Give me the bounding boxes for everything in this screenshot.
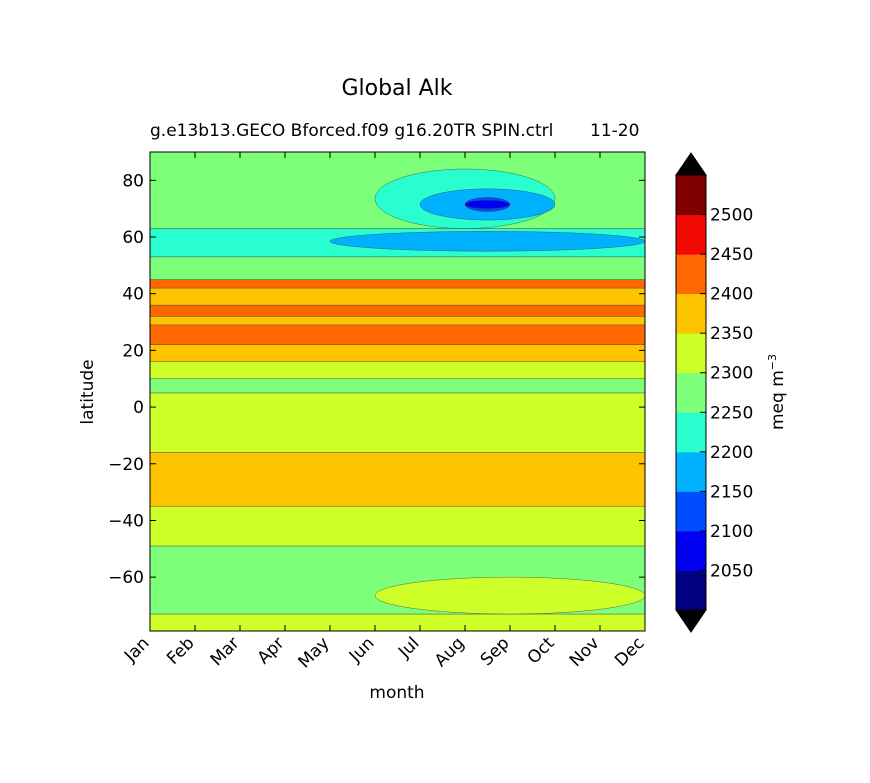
colorbar-segment — [676, 333, 706, 374]
colorbar-tick-label: 2450 — [710, 245, 753, 265]
contour-band — [150, 361, 645, 379]
contour-band — [150, 344, 645, 362]
colorbar-tick-label: 2250 — [710, 403, 753, 423]
colorbar-tick-label: 2400 — [710, 285, 753, 305]
y-tick-label: 0 — [133, 398, 144, 418]
colorbar-segment — [676, 412, 706, 453]
colorbar-segment — [676, 530, 706, 571]
contour-band — [150, 506, 645, 547]
colorbar-segment — [676, 372, 706, 413]
contour-band — [150, 378, 645, 394]
colorbar: 2050 2100 2150 2200 2250 2300 2350 2400 2450 2500 — [675, 152, 753, 633]
colorbar-tick-label: 2500 — [710, 206, 753, 226]
colorbar-segment — [676, 293, 706, 334]
colorbar-segment — [676, 451, 706, 492]
contour-bands — [150, 152, 645, 631]
colorbar-segment — [676, 570, 706, 611]
contour-feature — [329, 231, 645, 252]
colorbar-tick-label: 2200 — [710, 443, 753, 463]
plot-frame — [149, 151, 646, 632]
y-axis-label: latitude — [78, 359, 98, 425]
y-axis: 80 60 40 20 0 −20 −40 −60 — [108, 171, 645, 588]
y-tick-label: −60 — [108, 568, 144, 588]
y-tick-label: 60 — [122, 228, 144, 248]
colorbar-tick-label: 2350 — [710, 324, 753, 344]
contour-band — [150, 279, 645, 289]
contour-feature — [464, 199, 511, 209]
contour-plot-area — [150, 152, 645, 631]
contour-band — [150, 324, 645, 345]
chart-subtitle-right: 11-20 — [590, 121, 640, 141]
chart-subtitle-left: g.e13b13.GECO Bforced.f09 g16.20TR SPIN.… — [150, 121, 554, 141]
y-tick-label: 20 — [122, 341, 144, 361]
x-axis-label: month — [369, 683, 425, 703]
contour-band — [150, 287, 645, 306]
colorbar-segment — [676, 214, 706, 255]
colorbar-unit: meq m — [767, 370, 788, 430]
contour-band — [150, 392, 645, 453]
colorbar-label: meq m−3 — [766, 354, 788, 430]
chart-title: Global Alk — [341, 76, 453, 101]
colorbar-segment — [676, 175, 706, 216]
contour-feature — [374, 576, 645, 615]
colorbar-segment — [676, 491, 706, 532]
contour-features — [329, 168, 645, 615]
contour-band — [150, 613, 645, 631]
colorbar-tick-label: 2150 — [710, 482, 753, 502]
colorbar-tick-label: 2100 — [710, 522, 753, 542]
contour-band — [150, 256, 645, 280]
y-tick-label: −40 — [108, 511, 144, 531]
colorbar-tick-label: 2300 — [710, 364, 753, 384]
colorbar-tick-label: 2050 — [710, 561, 753, 581]
contour-band — [150, 316, 645, 326]
contour-band — [150, 304, 645, 317]
y-tick-label: 40 — [122, 285, 144, 305]
contour-band — [150, 452, 645, 507]
colorbar-frame — [675, 174, 707, 611]
colorbar-unit-exponent: −3 — [766, 354, 780, 371]
y-tick-label: 80 — [122, 171, 144, 191]
colorbar-segment — [676, 254, 706, 295]
y-tick-label: −20 — [108, 455, 144, 475]
